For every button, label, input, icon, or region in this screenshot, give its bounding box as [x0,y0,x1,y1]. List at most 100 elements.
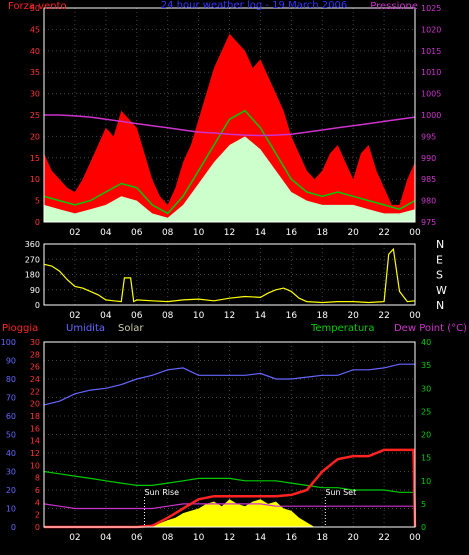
humidity-y-tick: 70 [6,394,16,403]
rain-y-tick: 12 [30,449,40,458]
compass-label: E [436,253,443,266]
direction-x-tick: 10 [193,311,205,321]
wind-y-tick: 30 [30,90,40,99]
compass-label: N [436,299,444,312]
direction-y-tick: 0 [35,301,40,310]
wind-x-tick: 10 [193,228,205,238]
weather-x-tick: 14 [255,533,267,543]
wind-gust-area [44,33,415,223]
pressure-y-tick: 1020 [421,25,441,34]
wind-x-tick: 04 [100,228,112,238]
sunrise-label: Sun Rise [144,488,179,497]
weather-x-tick: 08 [162,533,174,543]
wind-y-tick: 15 [30,154,40,163]
wind-x-tick: 14 [255,228,267,238]
rain-y-tick: 18 [30,412,40,421]
weather-x-tick: 22 [378,533,389,543]
direction-x-tick: 04 [100,311,112,321]
wind-x-tick: 18 [317,228,329,238]
pressure-line [44,114,416,137]
rain-y-tick: 0 [35,523,40,532]
temperature-y-tick: 10 [421,477,431,486]
rain-y-tick: 24 [30,375,40,384]
wind-y-tick: 45 [30,25,40,34]
wind-x-tick: 06 [131,228,143,238]
direction-y-tick: 90 [30,286,40,295]
wind-panel-frame [43,7,416,223]
weather-x-tick: 16 [286,533,298,543]
direction-x-tick: 08 [162,311,174,321]
direction-x-tick: 18 [317,311,329,321]
weather-x-tick: 04 [100,533,112,543]
rain-y-tick: 10 [30,461,40,470]
wind-y-tick: 25 [30,111,40,120]
solar-axis-label: Solar [118,323,144,334]
wind-x-tick: 08 [162,228,174,238]
pressure-y-tick: 1005 [421,90,441,99]
chart-title: 24 hour weather log - 19 March 2006 [161,0,347,11]
humidity-y-tick: 0 [11,523,16,532]
wind-y-tick: 0 [35,218,40,227]
rain-y-tick: 6 [35,486,40,495]
weather-x-tick: 18 [317,533,329,543]
direction-y-tick: 270 [25,255,40,264]
temperature-y-tick: 15 [421,454,431,463]
weather-x-tick: 06 [131,533,143,543]
rain-axis-label: Pioggia [2,323,38,334]
pressure-axis-label: Pressione [370,1,418,12]
humidity-axis-label: Umidita [66,323,105,334]
temperature-y-tick: 0 [421,523,426,532]
weather-x-tick: 10 [193,533,205,543]
wind-direction-line [43,247,416,304]
pressure-y-tick: 980 [421,197,436,206]
pressure-y-tick: 985 [421,175,436,184]
direction-x-tick: 00 [409,311,421,321]
rain-y-tick: 30 [30,338,40,347]
humidity-y-tick: 40 [6,449,16,458]
temperature-y-tick: 40 [421,338,431,347]
humidity-line [43,363,415,406]
dew-point-axis-label: Dew Point (°C) [394,323,467,334]
humidity-y-tick: 100 [1,338,16,347]
pressure-y-tick: 1015 [421,47,441,56]
rain-y-tick: 8 [35,474,40,483]
weather-x-tick: 02 [69,533,80,543]
wind-x-tick: 02 [69,228,80,238]
direction-x-tick: 16 [286,311,298,321]
humidity-y-tick: 50 [6,431,16,440]
wind-speed-area [44,136,415,222]
rain-y-tick: 16 [30,424,40,433]
weather-x-tick: 12 [224,533,235,543]
wind-y-tick: 40 [30,47,40,56]
temperature-y-tick: 25 [421,407,431,416]
wind-x-tick: 00 [409,228,421,238]
temperature-line [43,470,415,493]
temperature-axis-label: Temperatura [310,323,375,334]
weather-x-tick: 20 [347,533,359,543]
direction-y-tick: 180 [25,271,40,280]
direction-x-tick: 12 [224,311,235,321]
direction-x-tick: 02 [69,311,80,321]
pressure-y-tick: 1000 [421,111,441,120]
wind-y-tick: 5 [35,197,40,206]
rain-y-tick: 2 [35,511,40,520]
rain-y-tick: 26 [30,363,40,372]
pressure-y-tick: 995 [421,132,436,141]
rain-y-tick: 28 [30,350,40,359]
pressure-y-tick: 975 [421,218,436,227]
wind-avg-line [43,109,416,215]
humidity-y-tick: 20 [6,486,16,495]
pressure-y-tick: 990 [421,154,436,163]
rain-y-tick: 4 [35,498,40,507]
weather-panel-frame [43,341,416,528]
compass-label: W [436,284,447,297]
pressure-y-tick: 1025 [421,4,441,13]
wind-x-tick: 16 [286,228,298,238]
wind-y-tick: 20 [30,132,40,141]
weather-x-tick: 00 [409,533,421,543]
rain-y-tick: 20 [30,400,40,409]
compass-label: S [436,269,443,282]
humidity-y-tick: 30 [6,468,16,477]
compass-label: N [436,238,444,251]
